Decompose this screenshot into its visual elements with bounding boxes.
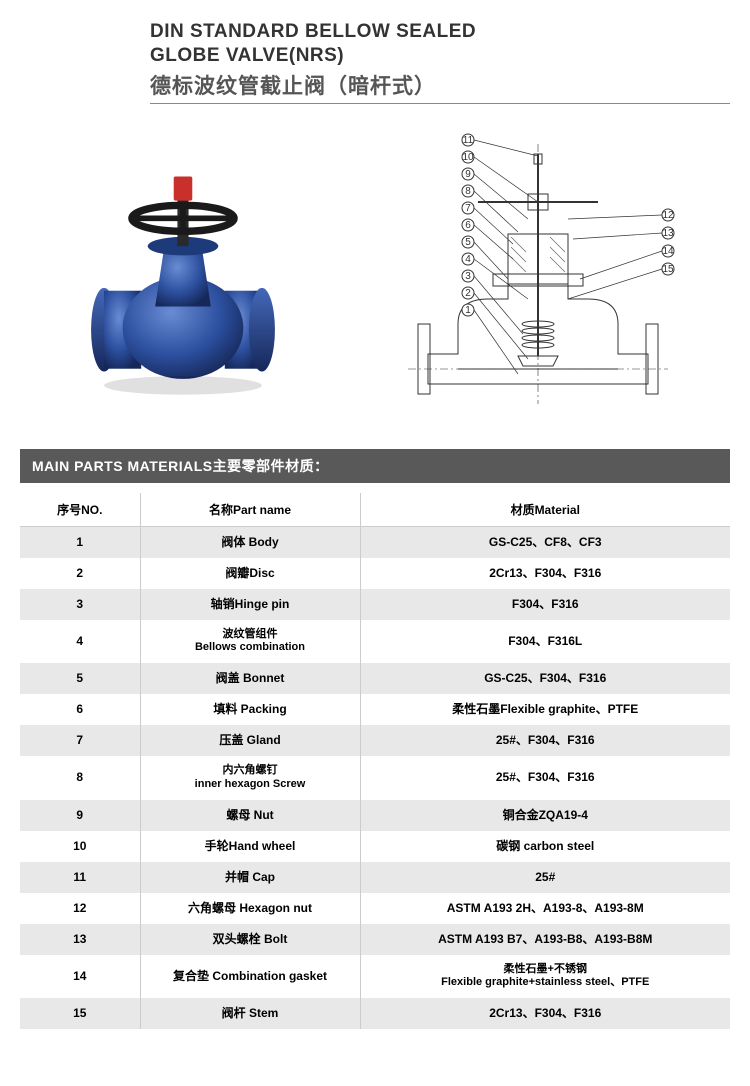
table-row: 9螺母 Nut铜合金ZQA19-4 bbox=[20, 800, 730, 831]
cell-part-name: 手轮Hand wheel bbox=[140, 831, 360, 862]
table-row: 3轴销Hinge pinF304、F316 bbox=[20, 589, 730, 620]
cell-no: 8 bbox=[20, 756, 140, 800]
cell-part-name: 阀盖 Bonnet bbox=[140, 663, 360, 694]
cell-no: 9 bbox=[20, 800, 140, 831]
table-row: 10手轮Hand wheel碳钢 carbon steel bbox=[20, 831, 730, 862]
cell-material: GS-C25、F304、F316 bbox=[360, 663, 730, 694]
title-en-line1: DIN STANDARD BELLOW SEALED bbox=[150, 21, 476, 42]
svg-text:9: 9 bbox=[465, 169, 471, 180]
table-row: 15阀杆 Stem2Cr13、F304、F316 bbox=[20, 998, 730, 1029]
svg-text:3: 3 bbox=[465, 271, 471, 282]
cell-no: 5 bbox=[20, 663, 140, 694]
cell-material: 2Cr13、F304、F316 bbox=[360, 558, 730, 589]
cell-material: F304、F316 bbox=[360, 589, 730, 620]
cell-material: 铜合金ZQA19-4 bbox=[360, 800, 730, 831]
cell-no: 1 bbox=[20, 526, 140, 558]
cell-part-name: 压盖 Gland bbox=[140, 725, 360, 756]
table-row: 11并帽 Cap25# bbox=[20, 862, 730, 893]
table-row: 12六角螺母 Hexagon nutASTM A193 2H、A193-8、A1… bbox=[20, 893, 730, 924]
title-english: DIN STANDARD BELLOW SEALED GLOBE VALVE(N… bbox=[150, 20, 730, 68]
cell-material: GS-C25、CF8、CF3 bbox=[360, 526, 730, 558]
figures-row: 11 10 9 8 7 6 5 4 3 2 1 12 13 14 15 bbox=[20, 124, 730, 424]
svg-text:7: 7 bbox=[465, 203, 471, 214]
col-header-material: 材质Material bbox=[360, 493, 730, 527]
cell-part-name: 复合垫 Combination gasket bbox=[140, 955, 360, 999]
svg-text:12: 12 bbox=[662, 210, 674, 221]
table-row: 2阀瓣Disc2Cr13、F304、F316 bbox=[20, 558, 730, 589]
cell-no: 13 bbox=[20, 924, 140, 955]
cell-material: 25#、F304、F316 bbox=[360, 725, 730, 756]
svg-text:8: 8 bbox=[465, 186, 471, 197]
table-row: 13双头螺栓 BoltASTM A193 B7、A193-B8、A193-B8M bbox=[20, 924, 730, 955]
svg-text:10: 10 bbox=[462, 152, 474, 163]
svg-text:15: 15 bbox=[662, 264, 674, 275]
table-row: 8内六角螺钉inner hexagon Screw25#、F304、F316 bbox=[20, 756, 730, 800]
cell-no: 10 bbox=[20, 831, 140, 862]
table-row: 14复合垫 Combination gasket柔性石墨+不锈钢Flexible… bbox=[20, 955, 730, 999]
cell-part-name: 六角螺母 Hexagon nut bbox=[140, 893, 360, 924]
table-row: 5阀盖 BonnetGS-C25、F304、F316 bbox=[20, 663, 730, 694]
cell-part-name: 螺母 Nut bbox=[140, 800, 360, 831]
cell-no: 12 bbox=[20, 893, 140, 924]
cell-part-name: 阀瓣Disc bbox=[140, 558, 360, 589]
svg-text:6: 6 bbox=[465, 220, 471, 231]
cell-part-name: 填料 Packing bbox=[140, 694, 360, 725]
cell-part-name: 轴销Hinge pin bbox=[140, 589, 360, 620]
cell-material: 25# bbox=[360, 862, 730, 893]
svg-text:4: 4 bbox=[465, 254, 471, 265]
cell-material: 柔性石墨+不锈钢Flexible graphite+stainless stee… bbox=[360, 955, 730, 999]
cell-no: 2 bbox=[20, 558, 140, 589]
cell-material: 25#、F304、F316 bbox=[360, 756, 730, 800]
cell-material: 碳钢 carbon steel bbox=[360, 831, 730, 862]
cell-part-name: 内六角螺钉inner hexagon Screw bbox=[140, 756, 360, 800]
svg-text:14: 14 bbox=[662, 246, 674, 257]
cell-material: ASTM A193 2H、A193-8、A193-8M bbox=[360, 893, 730, 924]
cell-part-name: 波纹管组件Bellows combination bbox=[140, 620, 360, 664]
technical-diagram: 11 10 9 8 7 6 5 4 3 2 1 12 13 14 15 bbox=[368, 124, 708, 424]
svg-text:1: 1 bbox=[465, 305, 471, 316]
cell-part-name: 并帽 Cap bbox=[140, 862, 360, 893]
title-en-line2: GLOBE VALVE(NRS) bbox=[150, 45, 344, 66]
svg-text:11: 11 bbox=[462, 135, 473, 146]
cell-no: 15 bbox=[20, 998, 140, 1029]
cell-material: F304、F316L bbox=[360, 620, 730, 664]
table-row: 1阀体 BodyGS-C25、CF8、CF3 bbox=[20, 526, 730, 558]
cell-part-name: 双头螺栓 Bolt bbox=[140, 924, 360, 955]
table-row: 6填料 Packing柔性石墨Flexible graphite、PTFE bbox=[20, 694, 730, 725]
cell-material: ASTM A193 B7、A193-B8、A193-B8M bbox=[360, 924, 730, 955]
svg-text:5: 5 bbox=[465, 237, 471, 248]
cell-part-name: 阀体 Body bbox=[140, 526, 360, 558]
title-chinese: 德标波纹管截止阀（暗杆式） bbox=[150, 70, 730, 104]
cell-no: 11 bbox=[20, 862, 140, 893]
cell-no: 7 bbox=[20, 725, 140, 756]
section-heading: MAIN PARTS MATERIALS主要零部件材质： bbox=[20, 449, 730, 483]
table-row: 4波纹管组件Bellows combinationF304、F316L bbox=[20, 620, 730, 664]
page-header: DIN STANDARD BELLOW SEALED GLOBE VALVE(N… bbox=[20, 20, 730, 104]
cell-no: 6 bbox=[20, 694, 140, 725]
svg-text:2: 2 bbox=[465, 288, 471, 299]
cell-no: 14 bbox=[20, 955, 140, 999]
col-header-no: 序号NO. bbox=[20, 493, 140, 527]
cell-no: 4 bbox=[20, 620, 140, 664]
cell-part-name: 阀杆 Stem bbox=[140, 998, 360, 1029]
svg-text:13: 13 bbox=[662, 228, 674, 239]
product-photo bbox=[43, 134, 323, 414]
table-row: 7压盖 Gland25#、F304、F316 bbox=[20, 725, 730, 756]
cell-material: 柔性石墨Flexible graphite、PTFE bbox=[360, 694, 730, 725]
cell-no: 3 bbox=[20, 589, 140, 620]
materials-table: 序号NO. 名称Part name 材质Material 1阀体 BodyGS-… bbox=[20, 493, 730, 1030]
cell-material: 2Cr13、F304、F316 bbox=[360, 998, 730, 1029]
col-header-name: 名称Part name bbox=[140, 493, 360, 527]
